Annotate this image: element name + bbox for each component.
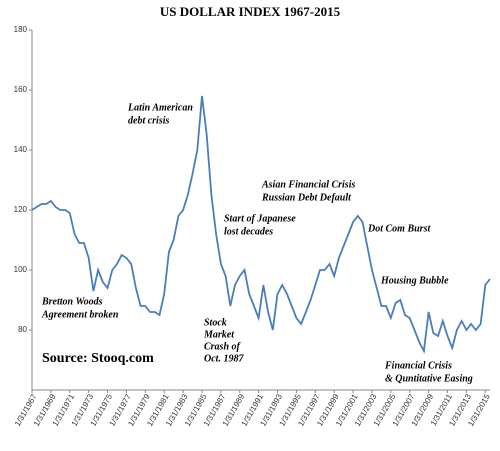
- y-tick-label: 120: [14, 205, 28, 214]
- annotation: Housing Bubble: [380, 275, 449, 286]
- annotation: Oct. 1987: [204, 353, 244, 364]
- y-tick-label: 100: [14, 265, 28, 274]
- annotation: lost decades: [224, 226, 273, 237]
- y-tick-label: 140: [14, 145, 28, 154]
- annotation: Bretton Woods: [41, 296, 103, 307]
- annotation: Asian Financial Crisis: [261, 179, 355, 190]
- annotation: Dot Com Burst: [367, 223, 431, 234]
- annotation: Latin American: [127, 102, 193, 113]
- line: [31, 95, 491, 354]
- y-tick-label: 160: [14, 85, 28, 94]
- annotation: Start of Japanese: [224, 213, 296, 224]
- annotation: Crash of: [204, 341, 242, 352]
- annotation: & Quntitative Easing: [385, 373, 473, 384]
- source: Source: Stooq.com: [42, 351, 154, 366]
- annotation: Financial Crisis: [384, 360, 452, 371]
- y-tick-label: 180: [14, 25, 28, 34]
- annotation: Russian Debt Default: [261, 192, 352, 203]
- annotation: Stock: [204, 317, 227, 328]
- annotation: Market: [203, 329, 235, 340]
- annotation: Agreement broken: [41, 309, 119, 320]
- chart-title: US DOLLAR INDEX 1967-2015: [160, 4, 341, 19]
- y-tick-label: 80: [18, 325, 27, 334]
- annotation: debt crisis: [128, 115, 169, 126]
